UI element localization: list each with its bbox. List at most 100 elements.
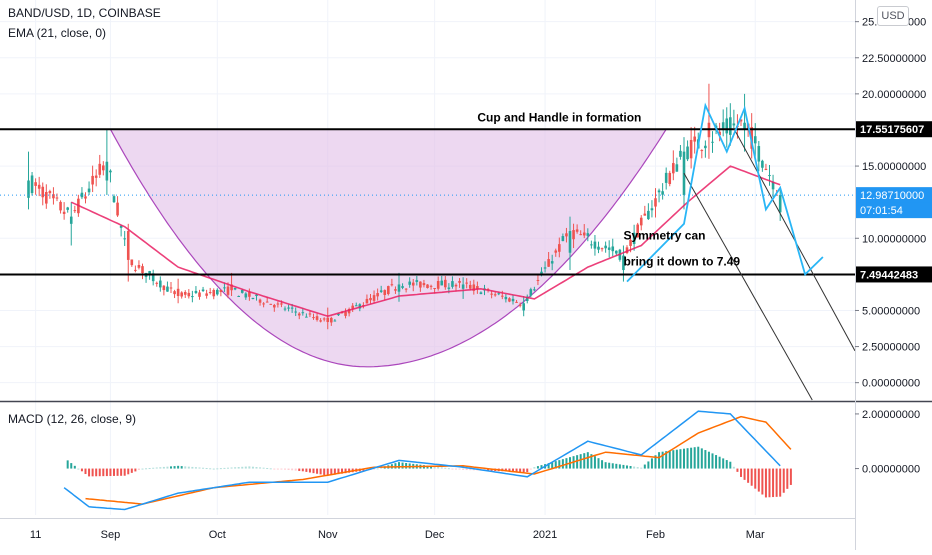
candle-body [411, 282, 415, 286]
histogram-bar [173, 466, 176, 469]
histogram-bar [715, 455, 718, 469]
candle-body [269, 303, 273, 305]
ema-line [70, 165, 781, 318]
candle-body [743, 122, 746, 130]
candle-body [543, 267, 547, 269]
candle-body [198, 292, 201, 297]
histogram-bar [95, 468, 98, 477]
candle-body [679, 150, 682, 157]
histogram-bar [234, 467, 237, 469]
candle-body [119, 225, 123, 228]
candle-body [518, 304, 522, 306]
candle-body [415, 280, 419, 282]
candle-body [258, 299, 262, 303]
histogram-bar [540, 465, 543, 469]
histogram-bar [241, 466, 244, 469]
candle-body [433, 288, 436, 290]
histogram-bar [102, 468, 105, 477]
candle-body [130, 259, 134, 266]
x-tick-label: Sep [101, 529, 121, 541]
candle-body [194, 290, 198, 293]
price-label-text: 17.55175607 [860, 124, 924, 136]
histogram-bar [130, 468, 133, 473]
candle-body [251, 297, 255, 299]
histogram-bar [105, 468, 108, 477]
candle-body [472, 284, 476, 291]
histogram-bar [547, 463, 550, 469]
candle-body [675, 164, 679, 172]
x-tick-label: Oct [209, 529, 226, 541]
candle-body [347, 309, 351, 314]
candle-body [62, 211, 66, 214]
histogram-bar [465, 468, 468, 471]
histogram-bar [697, 446, 700, 469]
x-tick-label: 11 [30, 529, 41, 541]
histogram-bar [262, 467, 265, 469]
macd-histogram [66, 446, 792, 498]
price-label-box [856, 121, 932, 138]
candle-body [383, 290, 387, 295]
histogram-bar [512, 468, 514, 472]
candle-body [116, 202, 119, 216]
histogram-bar [626, 465, 628, 469]
histogram-bar [519, 468, 522, 472]
histogram-bar [590, 454, 593, 469]
candle-body [664, 172, 668, 183]
candles [27, 83, 782, 330]
candle-body [126, 231, 130, 260]
candle-body [629, 239, 632, 246]
candle-body [582, 232, 586, 236]
histogram-bar [551, 462, 554, 469]
histogram-bar [230, 467, 233, 469]
histogram-bar [565, 458, 568, 469]
histogram-bar [170, 466, 172, 469]
candle-body [166, 286, 169, 292]
candle-body [447, 287, 451, 289]
candle-body [216, 289, 219, 295]
candle-body [69, 216, 73, 224]
price-label-box [856, 202, 932, 219]
candle-body [379, 290, 383, 292]
histogram-bar [376, 468, 379, 470]
histogram-bar [693, 447, 696, 469]
candle-body [276, 303, 280, 305]
candle-body [440, 280, 444, 286]
candle-body [497, 293, 501, 295]
histogram-bar [469, 468, 472, 471]
y-tick-label: 5.00000000 [862, 305, 920, 317]
candle-body [240, 289, 244, 293]
candle-body [461, 284, 465, 289]
histogram-bar [683, 448, 685, 469]
candle-body [586, 233, 590, 236]
histogram-bar [622, 464, 625, 469]
candle-body [319, 320, 322, 322]
candle-body [686, 146, 689, 160]
annotation-text: Cup and Handle in formation [477, 110, 641, 124]
histogram-bar [194, 467, 197, 469]
candle-body [408, 281, 411, 285]
histogram-bar [66, 460, 69, 469]
candle-body [711, 141, 714, 143]
histogram-bar [273, 468, 276, 470]
currency-button[interactable]: USD [877, 6, 909, 26]
candle-body [739, 119, 743, 122]
histogram-bar [437, 466, 440, 469]
histogram-bar [640, 467, 643, 469]
macd-tick-label: 2.00000000 [862, 409, 920, 421]
histogram-bar [344, 468, 347, 474]
y-tick-label: 0.00000000 [862, 378, 920, 390]
histogram-bar [405, 462, 408, 469]
macd-legend: MACD (12, 26, close, 9) [8, 412, 137, 426]
candle-body [137, 265, 141, 268]
histogram-bar [675, 449, 678, 469]
histogram-bar [754, 468, 757, 489]
candle-body [52, 194, 55, 199]
candle-body [230, 284, 233, 291]
histogram-bar [98, 468, 101, 477]
candle-body [693, 136, 696, 142]
candle-body [508, 298, 511, 302]
candle-body [689, 139, 693, 159]
candle-body [162, 285, 166, 291]
